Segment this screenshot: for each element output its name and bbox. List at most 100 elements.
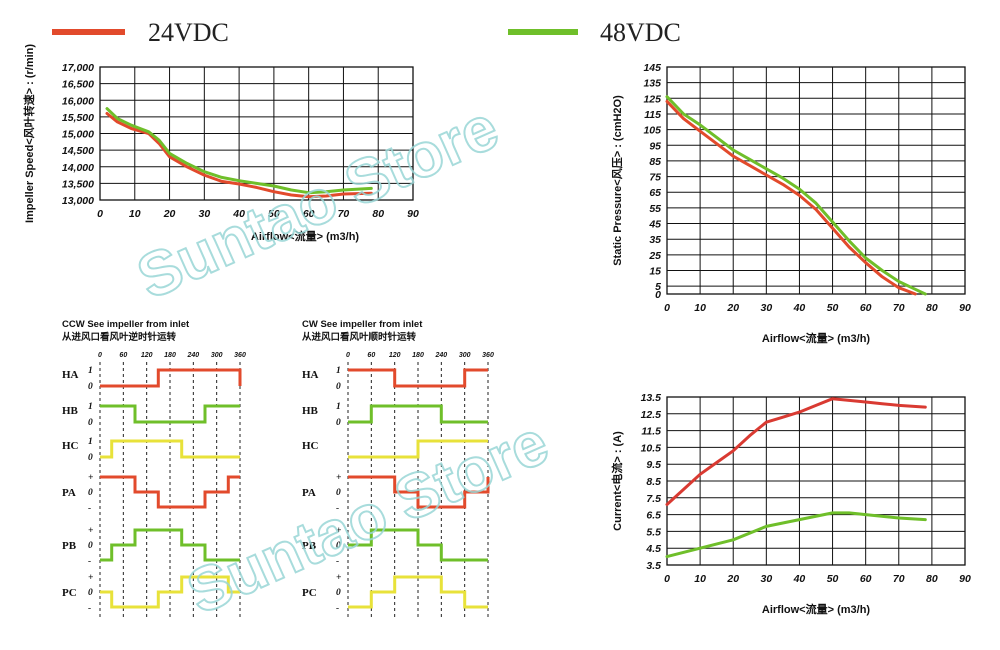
timing-level-label: 1 [336, 366, 341, 376]
timing-waveform-pa [348, 475, 490, 509]
timing-degree-label: 120 [141, 352, 153, 359]
timing-waveform-ha [100, 368, 242, 388]
current-y-tick-label: 13.5 [641, 392, 662, 404]
timing-level-label: 0 [336, 541, 341, 551]
current-x-tick-label: 0 [664, 573, 670, 585]
timing-degree-label: 60 [367, 352, 375, 359]
pressure-x-tick-label: 0 [664, 302, 670, 314]
watermark-bottom: Suntao Store [178, 408, 559, 628]
current-x-axis-label: Airflow<流量> (m3/h) [762, 602, 871, 616]
current-y-tick-label: 11.5 [641, 426, 661, 438]
legend: 24VDC 48VDC [52, 18, 681, 47]
timing-signal-label-hc: HC [302, 440, 319, 452]
timing-level-label: 1 [88, 437, 93, 447]
pressure-y-tick-label: 85 [649, 156, 661, 168]
current-x-tick-label: 10 [694, 573, 706, 585]
speed-x-axis-label: Airflow<流量> (m3/h) [251, 229, 360, 243]
current-x-tick-label: 20 [726, 573, 739, 585]
timing-level-label: 0 [336, 488, 341, 498]
timing-caption-en: CW See impeller from inlet [302, 319, 423, 330]
timing-degree-label: 300 [211, 352, 223, 359]
timing-degree-label: 0 [98, 352, 102, 359]
pressure-x-tick-label: 10 [694, 302, 706, 314]
pressure-y-tick-label: 55 [649, 203, 661, 215]
timing-level-label: 1 [336, 402, 341, 412]
pressure-y-tick-label: 115 [644, 109, 661, 121]
current-y-tick-label: 9.5 [646, 459, 661, 471]
timing-level-label: 0 [88, 588, 93, 598]
speed-y-tick-label: 16,000 [62, 95, 94, 107]
speed-x-tick-label: 0 [97, 208, 103, 220]
current-y-tick-label: 6.5 [646, 510, 661, 522]
legend-label-48vdc: 48VDC [600, 18, 681, 47]
speed-y-tick-label: 14,000 [62, 162, 94, 174]
pressure-y-tick-label: 75 [649, 172, 661, 184]
timing-level-label: 1 [88, 402, 93, 412]
timing-caption-en: CCW See impeller from inlet [62, 319, 190, 330]
timing-waveform-hb [100, 404, 240, 424]
timing-waveform-hb [348, 404, 488, 424]
speed-x-tick-label: 40 [232, 208, 245, 220]
timing-signal-label-pc: PC [302, 587, 317, 599]
watermark-top: Suntao Store [128, 93, 509, 313]
current-y-tick-label: 7.5 [646, 493, 661, 505]
timing-caption-cn: 从进风口看风叶逆时针运转 [62, 331, 177, 343]
pressure-x-tick-label: 60 [860, 302, 872, 314]
current-y-axis-label: Current<电流> : (A) [610, 431, 624, 531]
speed-x-tick-label: 50 [268, 208, 280, 220]
speed-x-tick-label: 70 [338, 208, 350, 220]
timing-level-label: 0 [336, 588, 341, 598]
current-series-line-24vdc [665, 397, 927, 506]
current-y-tick-label: 8.5 [646, 476, 661, 488]
current-x-tick-label: 80 [926, 573, 938, 585]
timing-signal-label-pc: PC [62, 587, 77, 599]
current-x-tick-label: 30 [760, 573, 772, 585]
timing-signal-label-ha: HA [302, 369, 319, 381]
pressure-y-tick-label: 95 [649, 140, 661, 152]
pressure-plot-frame [666, 66, 966, 295]
timing-level-label: - [88, 604, 91, 614]
timing-degree-label: 360 [482, 352, 494, 359]
pressure-x-tick-label: 40 [793, 302, 806, 314]
current-series-line-48vdc [665, 511, 927, 559]
pressure-series-line-48vdc [665, 95, 927, 296]
legend-label-24vdc: 24VDC [148, 18, 229, 47]
current-x-tick-label: 70 [893, 573, 905, 585]
pressure-x-tick-label: 70 [893, 302, 905, 314]
timing-degree-label: 0 [346, 352, 350, 359]
pressure-y-tick-label: 25 [648, 250, 661, 262]
timing-degree-label: 180 [412, 352, 424, 359]
pressure-x-tick-label: 30 [760, 302, 772, 314]
current-x-tick-label: 60 [860, 573, 872, 585]
speed-x-tick-label: 30 [198, 208, 210, 220]
timing-signal-label-hc: HC [62, 440, 79, 452]
speed-y-tick-label: 13,000 [62, 195, 94, 207]
current-x-tick-label: 40 [793, 573, 806, 585]
timing-signal-label-ha: HA [62, 369, 79, 381]
speed-x-tick-label: 80 [372, 208, 384, 220]
timing-waveform-hc [348, 439, 488, 459]
timing-waveform-pb [100, 528, 240, 562]
pressure-y-tick-label: 5 [655, 281, 661, 293]
current-y-tick-label: 12.5 [641, 409, 662, 421]
speed-series-line-48vdc [105, 107, 373, 195]
timing-level-label: + [88, 573, 93, 583]
speed-y-axis-label: Impeller Speed<风叶转速> : (r/min) [22, 44, 36, 223]
current-y-tick-label: 3.5 [646, 560, 661, 572]
timing-level-label: + [336, 573, 341, 583]
speed-x-tick-label: 10 [129, 208, 141, 220]
timing-waveform-pb [348, 528, 488, 562]
speed-series-line-24vdc [105, 112, 373, 199]
timing-signal-label-pb: PB [302, 540, 317, 552]
pressure-x-tick-label: 80 [926, 302, 938, 314]
timing-level-label: + [336, 526, 341, 536]
speed-y-tick-label: 15,000 [62, 129, 94, 141]
timing-signal-label-pa: PA [62, 487, 76, 499]
timing-level-label: 1 [88, 366, 93, 376]
current-y-tick-label: 5.5 [646, 526, 661, 538]
pressure-x-tick-label: 50 [827, 302, 839, 314]
timing-signal-label-pb: PB [62, 540, 77, 552]
speed-y-tick-label: 13,500 [62, 178, 94, 190]
